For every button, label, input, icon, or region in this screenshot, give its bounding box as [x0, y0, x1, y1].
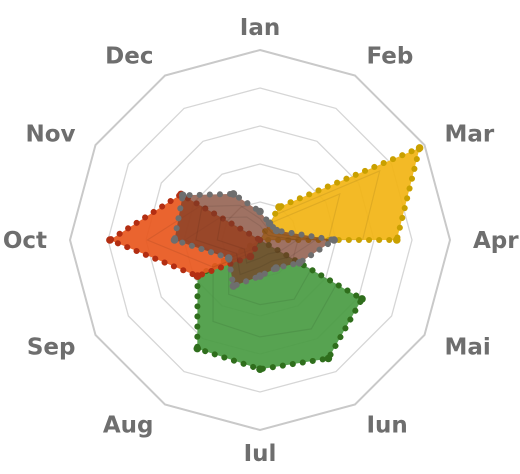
month-label-iul: Iul — [244, 441, 277, 467]
data-point — [224, 254, 233, 262]
month-label-nov: Nov — [25, 122, 75, 148]
data-point — [106, 236, 114, 244]
data-point — [256, 207, 264, 216]
data-point — [193, 272, 202, 280]
series-0 — [257, 144, 424, 244]
radar-series — [106, 144, 424, 374]
data-point — [193, 344, 202, 353]
month-label-mar: Mar — [445, 122, 495, 148]
month-label-mai: Mai — [445, 335, 491, 361]
series-contour — [216, 216, 299, 264]
month-label-aug: Aug — [103, 413, 154, 439]
data-point — [256, 272, 264, 280]
grid-ring — [68, 48, 452, 432]
month-label-dec: Dec — [105, 44, 153, 70]
month-label-ian: Ian — [240, 15, 280, 41]
month-label-sep: Sep — [27, 335, 76, 361]
data-point — [229, 190, 238, 198]
series-contour — [195, 204, 318, 276]
data-point — [170, 236, 179, 244]
month-labels: Ian Feb Mar Apr Mai Iun Iul Aug Sep Oct Nov Dec — [3, 15, 519, 467]
month-label-feb: Feb — [367, 44, 414, 70]
data-point — [295, 259, 304, 267]
data-point — [272, 264, 280, 272]
data-point — [330, 236, 338, 244]
data-point — [324, 354, 333, 363]
data-point — [393, 236, 401, 244]
month-label-iun: Iun — [367, 413, 408, 439]
data-point — [358, 295, 366, 303]
data-point — [272, 226, 281, 235]
data-point — [256, 365, 264, 374]
series-area — [260, 147, 420, 240]
data-point — [275, 203, 283, 211]
data-point — [265, 219, 274, 228]
data-point — [415, 144, 424, 152]
month-label-apr: Apr — [473, 228, 519, 254]
series-3 — [170, 190, 338, 290]
data-point — [229, 282, 238, 290]
month-label-oct: Oct — [3, 228, 47, 254]
data-point — [178, 191, 187, 200]
